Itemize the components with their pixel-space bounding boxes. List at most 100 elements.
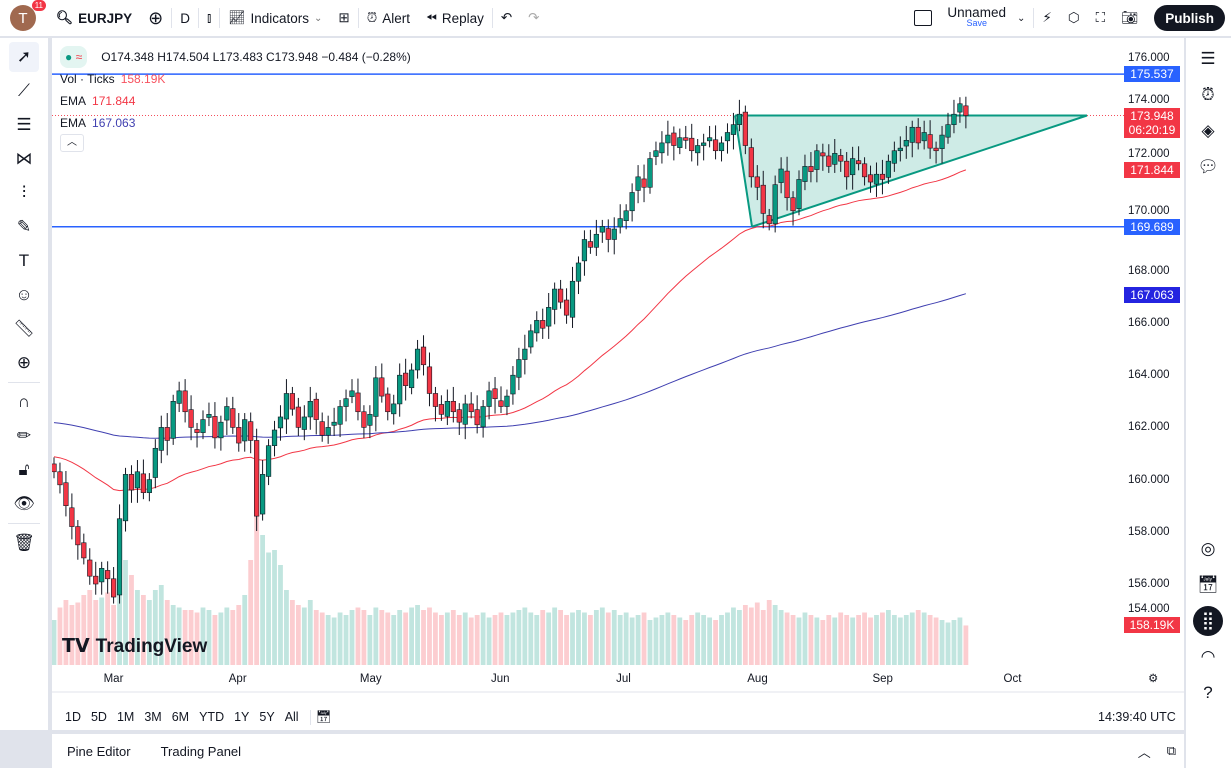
- volume-bar: [868, 617, 873, 665]
- axis-settings-icon[interactable]: ⚙: [1148, 673, 1159, 685]
- horizontal-lines-icon[interactable]: ☰: [16, 115, 32, 134]
- volume-bar: [856, 615, 861, 665]
- emoji-icon[interactable]: ☺: [15, 285, 33, 304]
- chart-type-button[interactable]: ⫾: [199, 0, 219, 36]
- candle-body: [861, 163, 868, 178]
- pine-editor-tab[interactable]: Pine Editor: [67, 743, 131, 759]
- ema-fast-label[interactable]: EMA: [60, 94, 87, 108]
- apps-icon[interactable]: ⣿: [1193, 606, 1223, 636]
- candle-body: [760, 184, 766, 214]
- collapse-legend-button[interactable]: ︿: [60, 134, 84, 152]
- prediction-icon[interactable]: ⫶: [21, 183, 27, 202]
- interval-button[interactable]: D: [180, 10, 191, 26]
- volume-bar: [802, 612, 808, 665]
- replay-button[interactable]: ⏪︎ Replay: [426, 10, 484, 26]
- price-tick: 168.000: [1128, 264, 1170, 277]
- help-icon[interactable]: ?: [1203, 683, 1213, 702]
- eye-icon[interactable]: 👁︎: [13, 494, 35, 513]
- symbol-search[interactable]: 🔍︎ EURJPY: [56, 10, 133, 26]
- candle-body: [563, 299, 570, 316]
- cursor-icon[interactable]: ➚: [9, 42, 39, 72]
- maximize-panel-icon[interactable]: ⧉: [1166, 743, 1176, 758]
- tf-5d[interactable]: 5D: [90, 710, 107, 724]
- signal-icon[interactable]: ◠: [1200, 647, 1216, 666]
- tf-6m[interactable]: 6M: [171, 710, 190, 724]
- candle-body: [933, 147, 939, 152]
- target-icon[interactable]: ◎: [1200, 539, 1216, 558]
- date-range-icon[interactable]: 📅︎: [309, 710, 337, 725]
- fullscreen-button[interactable]: ⛶: [1088, 0, 1113, 36]
- volume-bar: [313, 610, 319, 665]
- volume-bar: [498, 612, 504, 665]
- volume-bar: [874, 615, 879, 665]
- candle-body: [105, 570, 111, 580]
- volume-label[interactable]: Vol · Ticks: [60, 72, 115, 86]
- volume-bar: [737, 610, 742, 665]
- undo-button[interactable]: ↶: [493, 0, 520, 36]
- price-tick: 172.000: [1128, 148, 1170, 161]
- collapse-panel-icon[interactable]: ︿: [1137, 744, 1151, 760]
- tf-1y[interactable]: 1Y: [234, 710, 250, 724]
- volume-bar: [653, 617, 659, 665]
- tf-all[interactable]: All: [284, 710, 299, 724]
- tf-1d[interactable]: 1D: [65, 710, 81, 724]
- volume-bar: [152, 590, 158, 665]
- candle-body: [671, 132, 677, 146]
- ema-fast-line: [53, 169, 967, 492]
- chat-icon[interactable]: 💬︎: [1197, 157, 1219, 176]
- text-icon[interactable]: T: [18, 251, 30, 270]
- trading-panel-tab[interactable]: Trading Panel: [160, 743, 242, 759]
- brush-icon[interactable]: ✎: [16, 217, 32, 236]
- layout-select[interactable]: Unnamed Save ⌄: [906, 0, 1033, 36]
- zoom-icon[interactable]: ⊕: [16, 353, 32, 372]
- lock-icon[interactable]: 🔓︎: [18, 460, 30, 479]
- status-dots[interactable]: ● ≈: [60, 46, 88, 68]
- volume-bar: [427, 607, 432, 665]
- calendar-icon[interactable]: 📅︎: [1197, 575, 1219, 594]
- tf-ytd[interactable]: YTD: [199, 710, 225, 724]
- candle-body: [343, 398, 349, 407]
- layers-icon[interactable]: ◈: [1201, 121, 1215, 140]
- compare-button[interactable]: ⊕: [140, 0, 171, 36]
- publish-button[interactable]: Publish: [1154, 5, 1225, 31]
- volume-bar: [641, 612, 647, 665]
- volume-bar: [963, 625, 969, 665]
- price-tick: 174.000: [1128, 93, 1170, 106]
- avatar[interactable]: T 11: [10, 0, 46, 31]
- volume-bar: [558, 610, 563, 665]
- price-chart[interactable]: [52, 38, 1184, 730]
- snapshot-button[interactable]: 📷︎: [1113, 0, 1146, 36]
- candle-body: [540, 320, 546, 329]
- volume-bar: [576, 610, 581, 665]
- tf-5y[interactable]: 5Y: [259, 710, 275, 724]
- trash-icon[interactable]: 🗑︎: [13, 533, 35, 552]
- fullscreen-icon: ⛶: [1095, 10, 1106, 25]
- utc-clock[interactable]: 14:39:40 UTC: [1098, 710, 1176, 724]
- magnet-icon[interactable]: ∩: [17, 392, 31, 411]
- indicators-button[interactable]: 📈︎ Indicators ⌄: [228, 10, 323, 26]
- ruler-icon[interactable]: 📏︎: [13, 319, 35, 338]
- candle-body: [748, 147, 754, 178]
- candle-body: [909, 126, 915, 143]
- chart-pane[interactable]: ● ≈ O174.348 H174.504 L173.483 C173.948 −…: [52, 38, 1184, 730]
- candle-body: [52, 463, 57, 473]
- price-tick: 160.000: [1128, 473, 1170, 486]
- ema-slow-label[interactable]: EMA: [60, 116, 87, 130]
- tf-1m[interactable]: 1M: [116, 710, 135, 724]
- layouts-button[interactable]: ⊞: [330, 0, 357, 36]
- alarm-icon[interactable]: ⏰︎: [1201, 85, 1215, 104]
- trend-line-icon[interactable]: ⟋: [18, 81, 30, 100]
- settings-button[interactable]: ⬡: [1060, 0, 1088, 36]
- candle-body: [313, 398, 319, 420]
- alert-button[interactable]: ⏰︎ Alert: [366, 10, 411, 26]
- price-label: 175.537: [1124, 66, 1180, 83]
- candle-body: [242, 419, 248, 442]
- pattern-icon[interactable]: ⋈: [15, 149, 33, 168]
- lock-drawing-icon[interactable]: ✏︎: [16, 426, 32, 445]
- volume-bar: [63, 600, 69, 665]
- quick-search-button[interactable]: ⚡︎: [1034, 0, 1059, 36]
- save-link[interactable]: Save: [966, 18, 987, 28]
- redo-button[interactable]: ↷: [520, 0, 547, 36]
- tf-3m[interactable]: 3M: [144, 710, 162, 724]
- watchlist-icon[interactable]: ☰: [1200, 49, 1216, 68]
